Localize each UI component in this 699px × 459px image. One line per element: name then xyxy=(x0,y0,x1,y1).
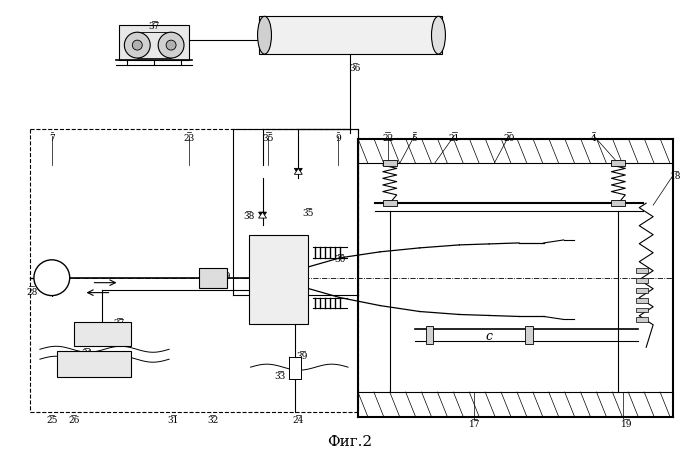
Bar xyxy=(383,200,397,206)
Circle shape xyxy=(124,32,150,58)
Bar xyxy=(636,268,648,273)
Text: 31: 31 xyxy=(167,416,179,425)
Polygon shape xyxy=(259,212,266,218)
Text: 19: 19 xyxy=(621,420,632,429)
Text: 21: 21 xyxy=(449,134,460,143)
Circle shape xyxy=(132,40,143,50)
Text: 27: 27 xyxy=(114,319,125,329)
Bar xyxy=(525,326,533,344)
Bar xyxy=(289,357,301,379)
Text: 30: 30 xyxy=(334,255,346,264)
Text: 18: 18 xyxy=(670,172,682,181)
Text: 35: 35 xyxy=(303,209,314,218)
Text: 39: 39 xyxy=(296,352,308,361)
Bar xyxy=(383,161,397,166)
Bar xyxy=(636,308,648,313)
Bar xyxy=(612,161,626,166)
Text: 4: 4 xyxy=(591,134,596,143)
Text: 38: 38 xyxy=(243,212,254,221)
Bar xyxy=(249,235,308,325)
Text: 22: 22 xyxy=(382,134,394,143)
Text: 23: 23 xyxy=(183,134,194,143)
Bar xyxy=(259,17,442,54)
Bar xyxy=(199,268,226,288)
Text: 32: 32 xyxy=(207,416,219,425)
Circle shape xyxy=(34,260,70,296)
Text: 34: 34 xyxy=(81,349,92,358)
Bar xyxy=(120,25,189,60)
Polygon shape xyxy=(294,168,302,174)
Text: 20: 20 xyxy=(503,134,514,143)
Circle shape xyxy=(166,40,176,50)
Ellipse shape xyxy=(257,17,271,54)
Ellipse shape xyxy=(431,17,445,54)
Text: 7: 7 xyxy=(49,134,55,143)
Text: 28: 28 xyxy=(27,288,38,297)
Text: 5: 5 xyxy=(412,134,417,143)
Bar xyxy=(612,200,626,206)
Bar xyxy=(636,278,648,283)
Text: с: с xyxy=(486,330,493,343)
Bar xyxy=(426,326,433,344)
Bar xyxy=(73,322,131,346)
Text: 26: 26 xyxy=(68,416,80,425)
Bar xyxy=(57,351,131,377)
Text: 35: 35 xyxy=(263,134,274,143)
Polygon shape xyxy=(294,168,302,174)
Text: 36: 36 xyxy=(350,64,361,73)
Text: 33: 33 xyxy=(275,372,286,381)
Polygon shape xyxy=(259,212,266,218)
Text: 37: 37 xyxy=(148,22,160,31)
Bar xyxy=(636,297,648,302)
Bar xyxy=(636,318,648,322)
Text: 29: 29 xyxy=(219,272,231,281)
Text: 17: 17 xyxy=(468,420,480,429)
Bar xyxy=(636,288,648,293)
Text: 9: 9 xyxy=(336,134,341,143)
Text: Фиг.2: Фиг.2 xyxy=(327,435,373,449)
Text: 25: 25 xyxy=(46,416,57,425)
Circle shape xyxy=(158,32,184,58)
Text: 24: 24 xyxy=(293,416,304,425)
